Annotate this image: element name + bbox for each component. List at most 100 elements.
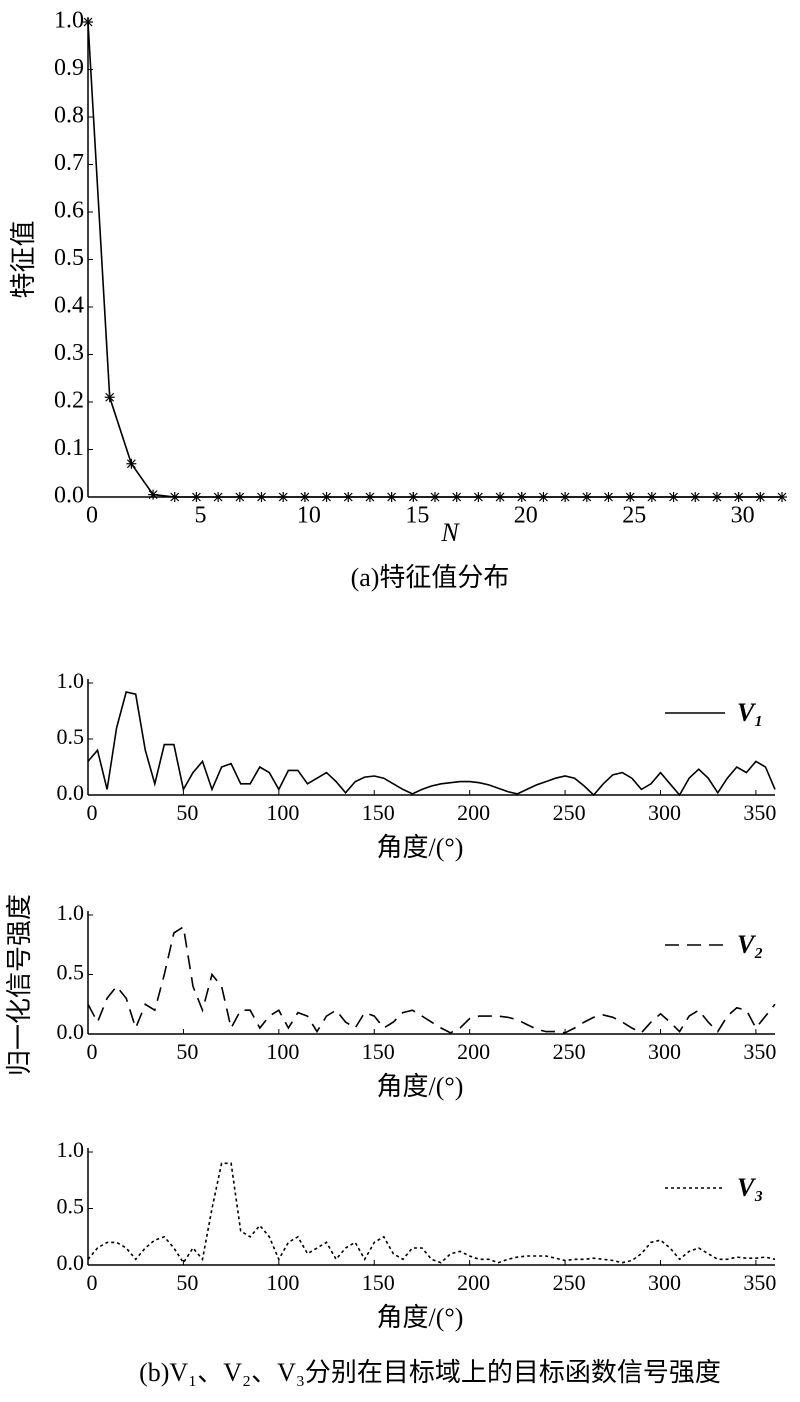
marker-stroke [343, 492, 353, 502]
data-line [87, 21, 782, 498]
legend-label: V₁ [737, 698, 763, 727]
x-tick-label: 250 [553, 1270, 586, 1295]
x-tick-label: 300 [648, 1039, 681, 1064]
marker [386, 492, 397, 502]
marker [364, 492, 375, 502]
caption: (a)特征值分布 [351, 563, 510, 592]
y-tick-label: 0.4 [54, 293, 84, 319]
marker-stroke [517, 492, 527, 502]
marker [581, 492, 592, 502]
y-tick-label: 0.6 [54, 198, 84, 224]
marker-stroke [625, 492, 635, 502]
marker [451, 492, 462, 502]
marker [408, 492, 419, 502]
marker [711, 492, 722, 502]
marker-stroke [452, 492, 462, 502]
marker [538, 492, 549, 502]
y-tick-label: 1.0 [54, 8, 84, 34]
marker [126, 458, 137, 469]
y-tick-label: 1.0 [57, 668, 85, 693]
y-tick-label: 0.8 [54, 103, 84, 129]
marker-stroke [604, 492, 613, 502]
x-tick-label: 100 [266, 1039, 299, 1064]
marker [430, 492, 440, 502]
data-line [87, 925, 776, 1034]
marker [148, 489, 159, 500]
marker-stroke [755, 492, 765, 502]
marker-stroke [669, 492, 678, 502]
x-axis-label: N [440, 518, 460, 547]
x-tick-label: 50 [176, 800, 198, 825]
marker [668, 492, 679, 502]
x-tick-label: 0 [87, 1039, 98, 1064]
marker-stroke [105, 392, 115, 402]
y-tick-label: 0.5 [57, 960, 85, 985]
y-tick-label: 0.0 [54, 483, 84, 509]
marker [234, 492, 245, 502]
marker [646, 492, 657, 502]
marker [191, 492, 202, 502]
marker [104, 392, 115, 403]
marker-stroke [213, 492, 223, 502]
y-tick-label: 0.0 [57, 780, 85, 805]
marker-stroke [257, 492, 266, 502]
y-tick-label: 0.0 [57, 1019, 85, 1044]
x-tick-label: 350 [743, 1039, 776, 1064]
marker-stroke [322, 492, 331, 502]
marker [256, 492, 267, 502]
data-line [87, 691, 776, 797]
marker [603, 492, 614, 502]
marker [213, 492, 224, 502]
marker [516, 492, 527, 502]
x-tick-label: 150 [362, 800, 395, 825]
x-tick-label: 0 [87, 1270, 98, 1295]
marker-stroke [560, 492, 570, 502]
x-tick-label: 300 [648, 1270, 681, 1295]
x-tick-label: 0 [86, 503, 98, 529]
y-tick-label: 0.7 [54, 150, 84, 176]
x-tick-label: 25 [622, 503, 646, 529]
y-axis-label: 特征值 [9, 220, 38, 298]
x-tick-label: 200 [457, 1039, 490, 1064]
marker-stroke [582, 492, 592, 502]
marker [321, 492, 332, 502]
marker-stroke [734, 492, 744, 502]
x-axis-label: 角度/(°) [377, 1072, 464, 1101]
figure-caption: (b)V₁、V₂、V₃分别在目标域上的目标函数信号强度 [139, 1358, 721, 1387]
marker [755, 492, 766, 502]
y-tick-label: 0.1 [54, 435, 84, 461]
y-tick-label: 0.3 [54, 340, 84, 366]
marker-stroke [170, 492, 180, 502]
marker-stroke [126, 459, 136, 469]
legend-label: V₂ [737, 930, 763, 959]
marker [495, 492, 506, 502]
shared-y-axis-label: 归一化信号强度 [5, 894, 34, 1076]
marker [473, 492, 484, 502]
marker-stroke [690, 492, 700, 502]
marker-stroke [365, 492, 375, 502]
x-tick-label: 30 [731, 503, 755, 529]
y-tick-label: 0.5 [57, 1194, 85, 1219]
x-tick-label: 50 [176, 1039, 198, 1064]
y-tick-label: 1.0 [57, 900, 85, 925]
x-tick-label: 100 [266, 800, 299, 825]
marker [278, 492, 289, 502]
x-tick-label: 0 [87, 800, 98, 825]
marker [560, 492, 571, 502]
marker [777, 492, 787, 502]
marker-stroke [430, 492, 440, 502]
y-tick-label: 0.0 [57, 1250, 85, 1275]
x-tick-label: 200 [457, 800, 490, 825]
x-tick-label: 10 [297, 503, 321, 529]
x-tick-label: 15 [405, 503, 429, 529]
x-tick-label: 350 [743, 1270, 776, 1295]
marker-stroke [83, 17, 93, 27]
marker-stroke [539, 492, 548, 502]
y-tick-label: 0.5 [57, 724, 85, 749]
x-tick-label: 100 [266, 1270, 299, 1295]
marker-stroke [473, 492, 483, 502]
y-tick-label: 0.2 [54, 388, 84, 414]
marker-stroke [300, 492, 310, 502]
marker [690, 492, 701, 502]
